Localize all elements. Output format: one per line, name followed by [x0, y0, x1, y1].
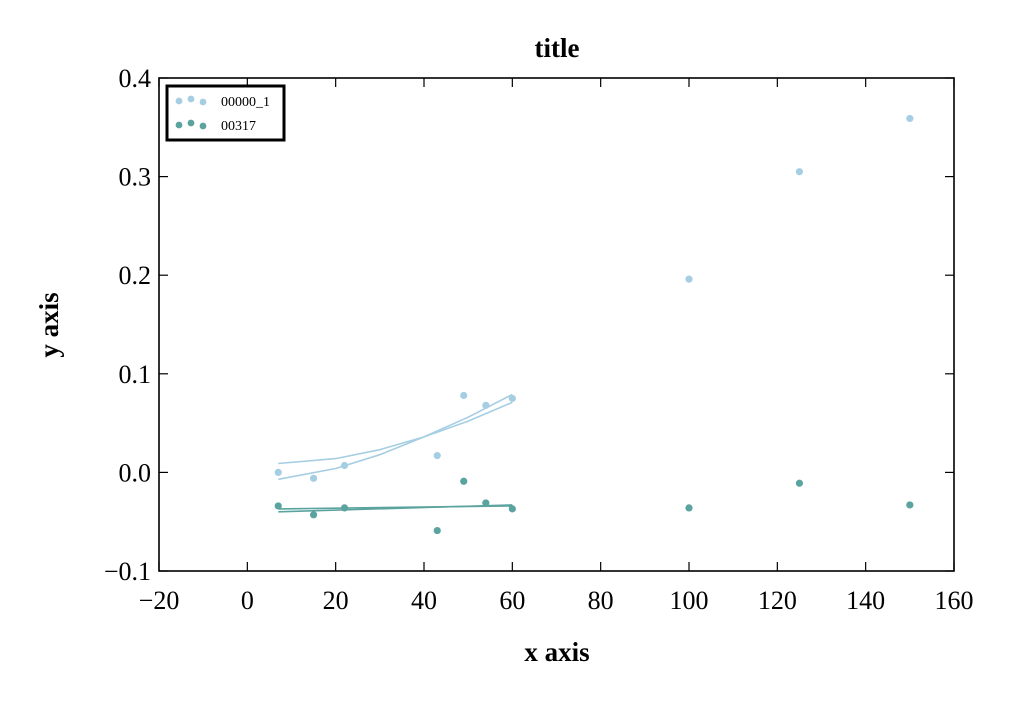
x-tick-label: 20	[323, 586, 349, 615]
chart-title: title	[535, 33, 580, 63]
fit-lines-layer	[278, 393, 513, 513]
tick-labels-layer: −20 0 20 40 60 80 100 120 140 160 −0.1 0.0 0.1 0.2 0.3…	[104, 64, 974, 615]
data-point	[274, 502, 282, 510]
x-tick-label: 60	[499, 586, 525, 615]
x-tick-label: 80	[588, 586, 614, 615]
legend-label: 00317	[221, 119, 256, 134]
y-tick-label: −0.1	[104, 557, 151, 586]
data-point	[482, 401, 490, 409]
x-tick-label: 40	[411, 586, 437, 615]
data-point	[433, 452, 441, 460]
data-point	[274, 468, 282, 476]
x-tick-label: −20	[139, 586, 180, 615]
x-axis-label: x axis	[524, 637, 589, 667]
legend-label: 00000_1	[221, 95, 270, 110]
plot-frame	[158, 77, 955, 572]
data-point	[508, 505, 516, 513]
data-point	[340, 504, 349, 512]
data-point	[795, 479, 804, 487]
data-point	[460, 391, 468, 400]
legend-marker	[199, 122, 207, 130]
data-point	[309, 474, 318, 482]
points-layer	[274, 114, 914, 535]
y-tick-label: 0.1	[119, 360, 152, 389]
data-point	[906, 501, 914, 509]
legend-marker	[175, 121, 183, 129]
fit-line	[278, 393, 513, 481]
legend-marker	[187, 95, 195, 103]
data-point	[433, 526, 441, 535]
ticks-layer	[158, 77, 955, 572]
data-point	[309, 511, 318, 519]
data-point	[685, 504, 693, 512]
y-tick-label: 0.2	[119, 261, 152, 290]
legend-box	[165, 84, 286, 142]
data-point	[460, 477, 468, 485]
y-tick-label: 0.0	[119, 458, 152, 487]
x-tick-label: 160	[935, 586, 974, 615]
data-point	[685, 275, 693, 283]
x-tick-label: 140	[846, 586, 885, 615]
legend-marker	[199, 98, 207, 106]
fit-line	[278, 504, 513, 513]
legend: 00000_1 00317	[165, 84, 286, 142]
data-point	[340, 461, 349, 470]
fit-line	[278, 401, 513, 465]
data-point	[906, 114, 914, 123]
data-point	[508, 394, 516, 403]
legend-marker	[187, 119, 195, 127]
y-axis-label: y axis	[34, 292, 64, 357]
data-point	[795, 168, 804, 176]
data-point	[482, 499, 490, 507]
y-tick-label: 0.3	[119, 163, 152, 192]
x-tick-label: 100	[670, 586, 709, 615]
y-tick-label: 0.4	[119, 64, 152, 93]
x-tick-label: 120	[758, 586, 797, 615]
x-tick-label: 0	[241, 586, 254, 615]
legend-marker	[175, 97, 183, 105]
